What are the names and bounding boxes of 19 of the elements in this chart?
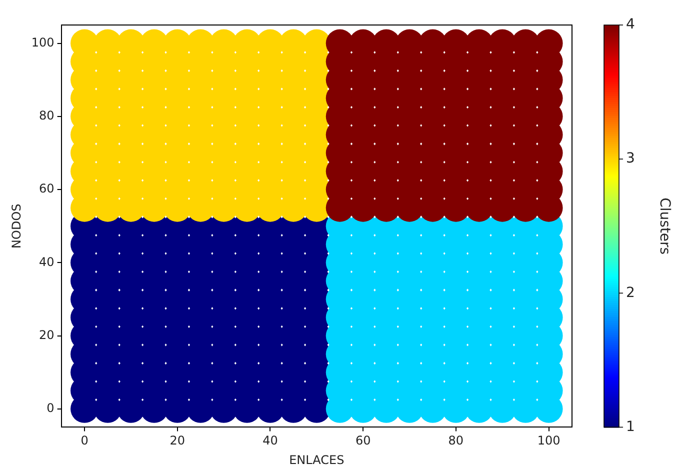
y-tick-label: 20 (39, 328, 54, 342)
x-tick-label: 0 (80, 434, 88, 448)
x-tick-label: 100 (537, 434, 560, 448)
color-bar-label: 3 (626, 150, 635, 167)
x-tick-label: 20 (170, 434, 186, 448)
x-tick-label: 80 (448, 434, 464, 448)
y-tick-label: 40 (39, 254, 54, 269)
x-tick-label: 40 (262, 434, 278, 448)
y-tick-label: 100 (31, 35, 54, 50)
color-bar-label: 1 (626, 418, 635, 435)
x-axis-title: ENLACES (289, 452, 344, 467)
y-tick-label: 60 (39, 182, 54, 196)
color-bar-label: 2 (626, 284, 635, 301)
y-tick-label: 0 (46, 401, 54, 416)
color-bar-label: 4 (626, 16, 635, 33)
x-tick-label: 60 (355, 434, 371, 448)
y-axis-title: NODOS (9, 204, 24, 248)
color-bar-title: Clusters (656, 198, 672, 255)
y-tick-label: 80 (39, 108, 54, 123)
